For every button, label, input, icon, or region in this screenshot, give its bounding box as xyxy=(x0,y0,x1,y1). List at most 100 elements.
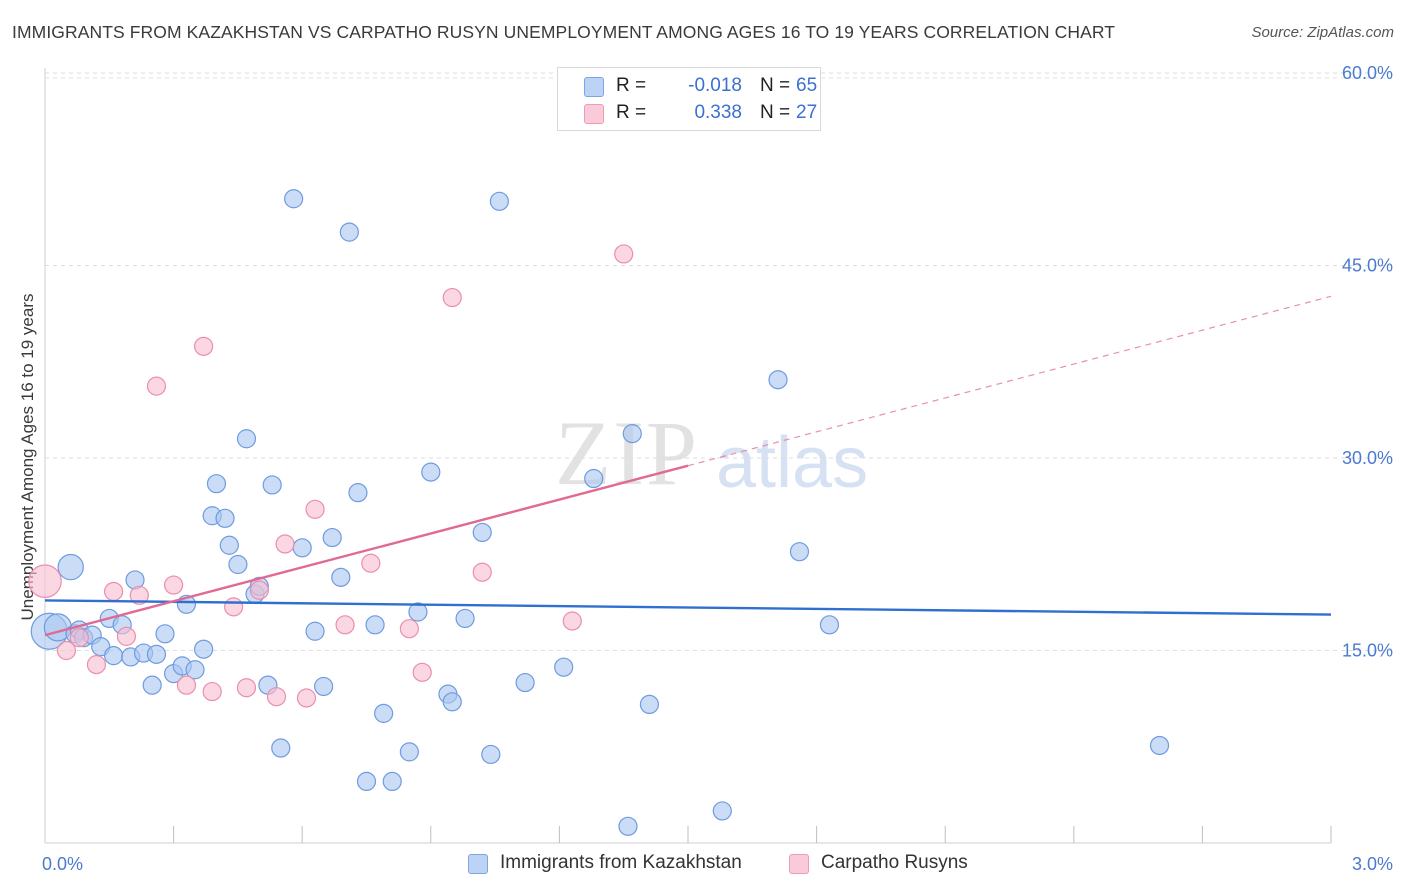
kazakhstan-point xyxy=(554,657,574,677)
kazakhstan-point xyxy=(639,694,660,715)
legend-n-label: N = xyxy=(760,75,791,96)
kazakhstan-point xyxy=(271,738,291,758)
stats-legend: R = -0.018 N = 65 R = 0.338 N = 27 xyxy=(557,67,821,131)
rusyn-point xyxy=(266,687,287,707)
bottom-legend-swatch-rusyn xyxy=(789,854,809,874)
kazakhstan-point xyxy=(789,542,810,562)
rusyn-point xyxy=(399,619,419,639)
legend-r-value-rusyn: 0.338 xyxy=(694,102,742,123)
y-tick-label: 45.0% xyxy=(1342,256,1393,276)
rusyn-point xyxy=(305,499,325,519)
legend-swatch-rusyn xyxy=(584,104,604,124)
chart-source: Source: ZipAtlas.com xyxy=(1251,24,1394,41)
kazakhstan-point xyxy=(322,527,342,548)
rusyn-point xyxy=(194,336,214,356)
rusyn-point xyxy=(361,553,381,573)
kazakhstan-point xyxy=(142,675,162,695)
kazakhstan-point xyxy=(365,615,385,635)
rusyn-point xyxy=(472,562,492,582)
kazakhstan-point xyxy=(819,615,840,635)
rusyn-point xyxy=(28,564,62,599)
kazakhstan-point xyxy=(314,676,334,697)
rusyn-point xyxy=(129,585,149,605)
rusyn-point xyxy=(103,581,124,602)
kazakhstan-point xyxy=(472,522,492,543)
kazakhstan-point xyxy=(356,771,377,792)
rusyn-point xyxy=(614,244,634,264)
kazakhstan-point xyxy=(382,771,402,792)
rusyn-point xyxy=(335,615,355,635)
rusyn-point xyxy=(224,597,244,617)
rusyn-trend-extension xyxy=(687,295,1332,467)
legend-r-label: R = xyxy=(616,75,647,96)
kazakhstan-point xyxy=(618,816,638,836)
kazakhstan-point xyxy=(584,468,604,489)
x-tick-label: 0.0% xyxy=(42,854,83,874)
rusyn-point xyxy=(296,688,317,708)
kazakhstan-point xyxy=(57,553,84,581)
kazakhstan-point xyxy=(348,483,368,503)
kazakhstan-point xyxy=(228,554,248,575)
rusyn-point xyxy=(202,681,222,702)
kazakhstan-point xyxy=(219,535,239,555)
chart-title: IMMIGRANTS FROM KAZAKHSTAN VS CARPATHO R… xyxy=(12,22,1116,42)
kazakhstan-point xyxy=(622,424,642,444)
kazakhstan-point xyxy=(215,508,235,528)
kazakhstan-point xyxy=(305,621,325,641)
kazakhstan-trend-line xyxy=(44,599,1332,616)
kazakhstan-point xyxy=(515,672,535,693)
kazakhstan-point xyxy=(489,191,509,211)
rusyn-point xyxy=(56,640,77,661)
kazakhstan-point xyxy=(712,801,732,821)
legend-n-label: N = xyxy=(760,102,791,123)
legend-r-label: R = xyxy=(616,102,647,123)
kazakhstan-point xyxy=(146,644,167,664)
kazakhstan-point xyxy=(206,474,227,494)
kazakhstan-point xyxy=(194,639,214,659)
kazakhstan-point xyxy=(442,692,462,712)
rusyn-point xyxy=(116,626,137,646)
rusyn-point xyxy=(69,628,89,648)
kazakhstan-point xyxy=(331,567,351,587)
rusyn-trend-line xyxy=(44,464,689,637)
rusyn-point xyxy=(164,575,184,595)
rusyn-point xyxy=(176,675,197,695)
watermark-atlas: atlas xyxy=(716,423,869,503)
rusyn-point xyxy=(412,662,432,682)
legend-r-value-kazakhstan: -0.018 xyxy=(688,75,742,96)
bottom-legend-swatch-kazakhstan xyxy=(468,854,488,874)
legend-n-value-kazakhstan: 65 xyxy=(796,75,818,96)
kazakhstan-point xyxy=(374,703,394,723)
legend-swatch-kazakhstan xyxy=(584,77,604,97)
rusyn-point xyxy=(442,287,462,308)
legend-n-value-rusyn: 27 xyxy=(796,102,818,123)
y-tick-label: 30.0% xyxy=(1342,448,1393,468)
kazakhstan-point xyxy=(236,429,257,449)
kazakhstan-point xyxy=(292,538,312,558)
rusyn-point xyxy=(236,678,257,698)
kazakhstan-point xyxy=(1149,735,1170,756)
kazakhstan-point xyxy=(262,475,282,495)
kazakhstan-point xyxy=(481,744,501,765)
watermark-zip: ZIP xyxy=(555,402,699,504)
x-tick-label: 3.0% xyxy=(1352,854,1393,874)
rusyn-point xyxy=(249,580,269,600)
kazakhstan-point xyxy=(455,608,475,629)
y-tick-label: 15.0% xyxy=(1342,641,1393,661)
kazakhstan-point xyxy=(399,742,419,762)
rusyn-point xyxy=(275,534,295,554)
kazakhstan-point xyxy=(284,189,304,209)
y-tick-label: 60.0% xyxy=(1342,63,1393,83)
rusyn-point xyxy=(86,655,107,675)
bottom-legend-label-rusyn: Carpatho Rusyns xyxy=(821,852,968,873)
kazakhstan-point xyxy=(155,624,175,644)
kazakhstan-point xyxy=(421,462,441,482)
kazakhstan-point xyxy=(339,222,359,242)
kazakhstan-point xyxy=(768,370,788,390)
rusyn-point xyxy=(562,611,582,631)
kazakhstan-point xyxy=(103,646,124,666)
kazakhstan-point xyxy=(408,602,428,622)
bottom-legend-label-kazakhstan: Immigrants from Kazakhstan xyxy=(500,852,742,873)
rusyn-point xyxy=(146,376,167,396)
